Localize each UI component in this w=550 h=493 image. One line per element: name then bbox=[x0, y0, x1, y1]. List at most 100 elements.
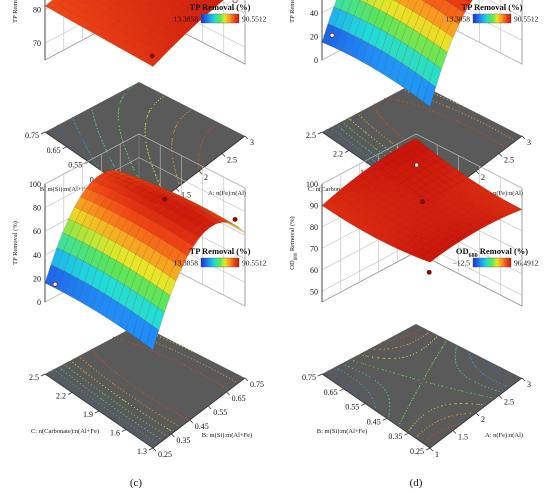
contour-dot bbox=[77, 355, 79, 357]
contour-dot bbox=[376, 112, 379, 114]
contour-dot bbox=[134, 398, 136, 400]
contour-dot bbox=[124, 93, 126, 95]
contour-dot bbox=[427, 344, 430, 346]
contour-dot bbox=[505, 385, 507, 387]
contour-dot bbox=[392, 347, 394, 349]
contour-dot bbox=[337, 368, 339, 370]
contour-dot bbox=[202, 139, 204, 141]
contour-dot bbox=[454, 358, 456, 360]
contour-dot bbox=[119, 102, 121, 104]
contour-dot bbox=[171, 141, 173, 143]
contour-dot bbox=[348, 358, 351, 360]
contour-dot bbox=[373, 128, 375, 130]
contour-dot bbox=[125, 408, 127, 410]
contour-dot bbox=[415, 352, 417, 354]
contour-dot bbox=[494, 129, 497, 131]
contour-dot bbox=[424, 440, 426, 442]
contour-dot bbox=[426, 332, 428, 334]
panel-label: (c) bbox=[130, 477, 143, 489]
contour-dot bbox=[159, 353, 161, 355]
contour-dot bbox=[384, 147, 386, 149]
contour-dot bbox=[152, 350, 154, 352]
contour-dot bbox=[442, 104, 444, 106]
contour-dot bbox=[117, 386, 119, 388]
contour-dot bbox=[124, 148, 127, 151]
contour-dot bbox=[471, 403, 473, 405]
contour-dot bbox=[377, 367, 379, 369]
contour-dot bbox=[362, 138, 364, 140]
contour-dot bbox=[70, 388, 73, 390]
contour-dot bbox=[126, 416, 128, 418]
contour-dot bbox=[486, 362, 489, 364]
contour-dot bbox=[388, 415, 390, 417]
y-tick-mark bbox=[67, 392, 73, 395]
contour-dot bbox=[208, 129, 211, 131]
contour-dot bbox=[388, 357, 390, 360]
contour-dot bbox=[509, 137, 511, 139]
contour-dot bbox=[184, 354, 186, 357]
z-axis-title: TP Removal (%) bbox=[12, 0, 19, 23]
contour-dot bbox=[461, 372, 463, 374]
contour-dot bbox=[331, 133, 333, 135]
contour-dot bbox=[157, 422, 159, 424]
x-tick-mark bbox=[198, 170, 203, 175]
contour-dot bbox=[63, 135, 65, 138]
colorbar-max-label: 90.5512 bbox=[242, 259, 267, 268]
contour-dot bbox=[374, 380, 376, 382]
design-point bbox=[149, 53, 155, 59]
surface-cell bbox=[423, 255, 437, 263]
contour-dot bbox=[182, 346, 184, 348]
contour-dot bbox=[486, 124, 488, 126]
contour-dot bbox=[349, 128, 352, 130]
contour-dot bbox=[434, 338, 436, 340]
contour-dot bbox=[462, 123, 464, 125]
y-tick-label: 2.2 bbox=[333, 150, 343, 159]
contour-dot bbox=[95, 370, 97, 372]
contour-dot bbox=[356, 112, 358, 114]
contour-dot bbox=[78, 388, 80, 390]
contour-dot bbox=[403, 345, 405, 347]
contour-dot bbox=[330, 126, 332, 128]
contour-dot bbox=[148, 111, 150, 113]
contour-dot bbox=[157, 99, 159, 102]
contour-dot bbox=[152, 426, 154, 428]
contour-dot bbox=[356, 133, 358, 136]
contour-dot bbox=[109, 411, 111, 413]
contour-dot bbox=[366, 154, 368, 156]
contour-dot bbox=[164, 405, 166, 407]
contour-dot bbox=[203, 136, 206, 138]
contour-dot bbox=[155, 400, 157, 402]
contour-dot bbox=[432, 100, 434, 102]
contour-dot bbox=[456, 414, 458, 416]
contour-dot bbox=[419, 328, 421, 330]
contour-dot bbox=[360, 128, 362, 130]
y-tick-mark bbox=[148, 447, 154, 451]
contour-dot bbox=[357, 126, 360, 128]
contour-dot bbox=[99, 382, 101, 384]
contour-dot bbox=[405, 410, 407, 412]
y-tick-mark bbox=[94, 410, 100, 414]
contour-dot bbox=[425, 107, 427, 110]
contour-dot bbox=[333, 374, 335, 376]
contour-dot bbox=[474, 381, 476, 383]
contour-dot bbox=[383, 348, 385, 350]
contour-dot bbox=[456, 365, 458, 367]
contour-dot bbox=[86, 146, 88, 148]
contour-dot bbox=[91, 403, 93, 405]
x-tick-mark bbox=[475, 170, 480, 175]
contour-dot bbox=[358, 114, 361, 117]
contour-dot bbox=[393, 372, 395, 374]
contour-dot bbox=[414, 422, 416, 424]
contour-dot bbox=[138, 436, 140, 438]
contour-dot bbox=[409, 334, 411, 336]
contour-dot bbox=[147, 114, 149, 116]
contour-dot bbox=[57, 366, 59, 368]
contour-dot bbox=[120, 132, 122, 135]
contour-dot bbox=[389, 405, 391, 407]
y-tick-label: 0.55 bbox=[68, 161, 82, 170]
contour-dot bbox=[126, 392, 128, 394]
y-tick-label: 0.35 bbox=[388, 432, 402, 441]
contour-dot bbox=[142, 346, 144, 348]
contour-dot bbox=[378, 150, 380, 152]
contour-dot bbox=[484, 374, 486, 376]
